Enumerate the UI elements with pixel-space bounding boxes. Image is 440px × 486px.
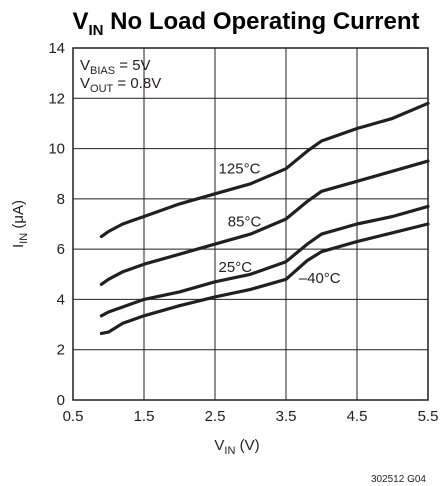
y-tick-label: 2 — [57, 342, 65, 359]
y-tick-label: 10 — [48, 141, 65, 158]
condition-vbias: VBIAS = 5V — [80, 57, 151, 77]
series-line-25c — [99, 204, 430, 318]
x-tick-labels: 0.5 1.5 2.5 3.5 4.5 5.5 — [63, 408, 439, 425]
y-axis-label: IIN (μA) — [10, 200, 30, 248]
y-tick-label: 4 — [57, 291, 65, 308]
y-tick-label: 6 — [57, 241, 65, 258]
series-label-minus40c: –40°C — [299, 270, 341, 287]
series-curves — [99, 101, 430, 335]
series-label-85c: 85°C — [228, 214, 262, 231]
figure-id: 302512 G04 — [371, 474, 426, 485]
conditions-note: VBIAS = 5V VOUT = 0.8V — [80, 57, 161, 95]
series-line-minus40c — [99, 222, 430, 335]
y-tick-label: 0 — [57, 392, 65, 409]
x-tick-label: 1.5 — [134, 408, 155, 425]
chart-title: VIN No Load Operating Current — [72, 8, 419, 39]
series-line-85c — [99, 159, 430, 286]
condition-vout: VOUT = 0.8V — [80, 75, 161, 95]
x-tick-label: 0.5 — [63, 408, 84, 425]
x-tick-label: 4.5 — [347, 408, 368, 425]
x-tick-label: 2.5 — [205, 408, 226, 425]
series-labels: 125°C 85°C 25°C –40°C — [219, 161, 341, 287]
series-label-25c: 25°C — [219, 259, 253, 276]
series-label-125c: 125°C — [219, 161, 261, 178]
y-tick-labels: 0 2 4 6 8 10 12 14 — [48, 40, 65, 409]
x-tick-label: 5.5 — [418, 408, 439, 425]
x-tick-label: 3.5 — [276, 408, 297, 425]
y-tick-label: 14 — [48, 40, 65, 57]
x-axis-label: VIN (V) — [214, 437, 259, 457]
y-tick-label: 12 — [48, 90, 65, 107]
series-line-125c — [99, 101, 430, 239]
y-tick-label: 8 — [57, 191, 65, 208]
